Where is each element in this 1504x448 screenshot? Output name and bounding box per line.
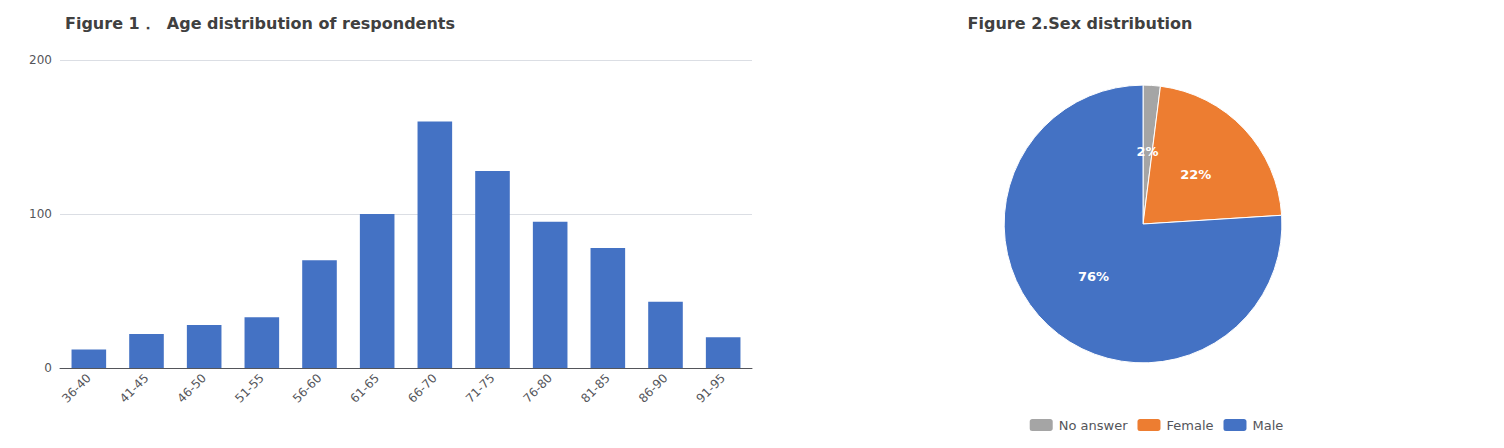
svg-text:0: 0: [44, 361, 52, 375]
svg-text:51-55: 51-55: [232, 371, 267, 406]
svg-text:46-50: 46-50: [175, 371, 210, 406]
svg-text:Figure 2.Sex distribution: Figure 2.Sex distribution: [968, 14, 1193, 33]
svg-text:66-70: 66-70: [405, 371, 440, 406]
svg-text:No answer: No answer: [1059, 418, 1128, 433]
svg-text:61-65: 61-65: [348, 371, 383, 406]
svg-text:56-60: 56-60: [290, 371, 325, 406]
svg-text:91-95: 91-95: [694, 371, 729, 406]
svg-text:2%: 2%: [1137, 144, 1159, 159]
svg-text:86-90: 86-90: [636, 371, 671, 406]
svg-text:Male: Male: [1252, 418, 1283, 433]
svg-text:71-75: 71-75: [463, 371, 498, 406]
svg-text:41-45: 41-45: [117, 371, 152, 406]
svg-text:22%: 22%: [1180, 167, 1211, 182]
svg-text:Female: Female: [1166, 418, 1213, 433]
svg-text:100: 100: [29, 207, 52, 221]
svg-text:76-80: 76-80: [521, 371, 556, 406]
svg-text:76%: 76%: [1078, 269, 1109, 284]
svg-text:81-85: 81-85: [578, 371, 613, 406]
svg-text:200: 200: [29, 53, 52, 67]
svg-text:36-40: 36-40: [59, 371, 94, 406]
svg-text:Figure 1． Age distribution of: Figure 1． Age distribution of respondent…: [65, 14, 455, 33]
